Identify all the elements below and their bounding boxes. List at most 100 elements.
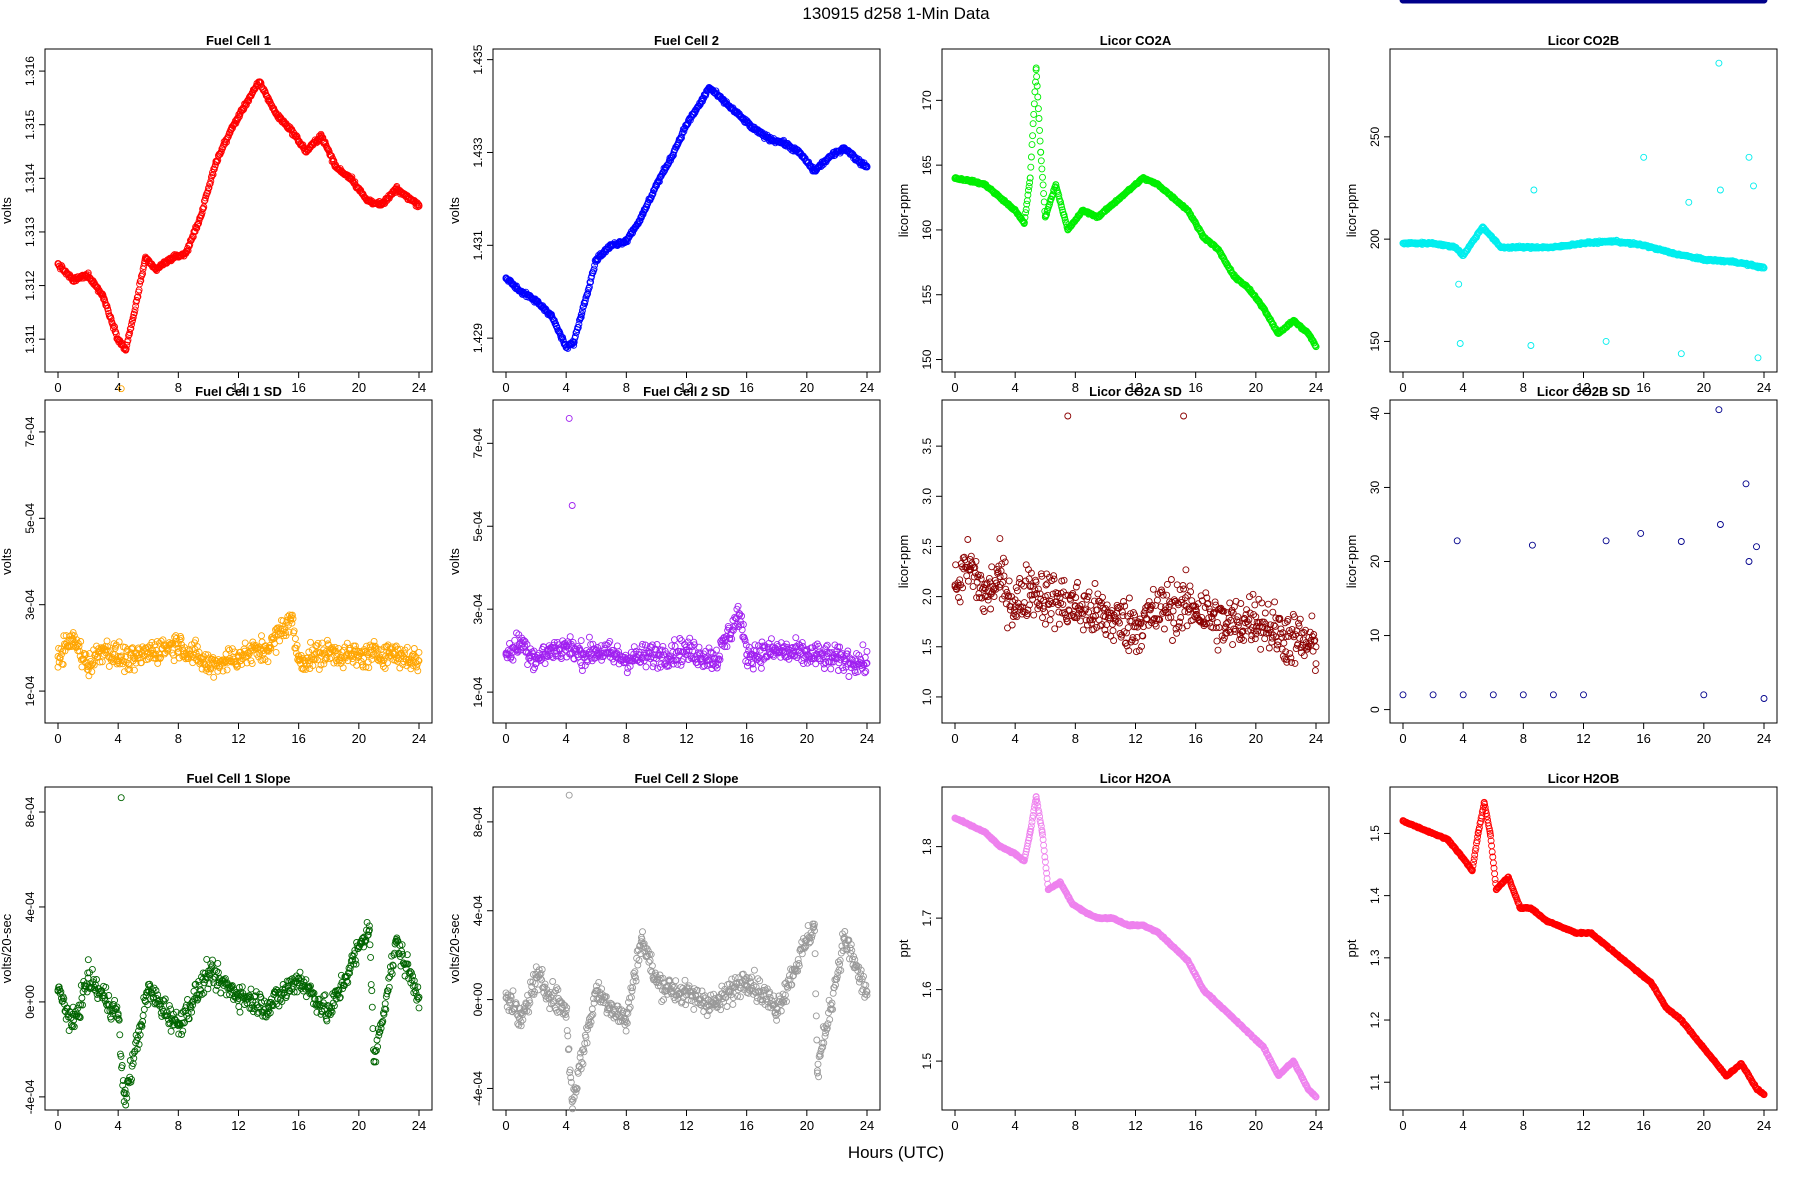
y-tick-label: 7e-04	[471, 428, 485, 459]
data-point	[1160, 625, 1168, 633]
data-point	[1033, 73, 1041, 81]
data-point	[1186, 582, 1194, 590]
data-point	[792, 634, 800, 642]
data-point	[1039, 614, 1046, 622]
data-point	[1047, 610, 1055, 618]
data-point	[1173, 629, 1181, 637]
scatter-points	[54, 385, 423, 681]
y-tick-label: 250	[1368, 127, 1382, 147]
data-point	[1040, 190, 1048, 198]
data-point	[1034, 93, 1042, 101]
y-tick-label: 1.0	[920, 688, 934, 705]
data-point	[1103, 601, 1111, 609]
data-point	[258, 632, 265, 640]
x-tick-label: 20	[800, 731, 814, 746]
data-point	[1640, 153, 1648, 161]
data-point	[1291, 659, 1299, 667]
data-point	[1005, 577, 1013, 585]
data-point	[1269, 608, 1277, 616]
data-point	[524, 661, 532, 669]
data-point	[194, 220, 202, 228]
data-point	[123, 341, 131, 349]
data-point	[1716, 186, 1724, 194]
x-tick-label: 0	[951, 380, 958, 395]
y-tick-label: 1.431	[471, 230, 485, 260]
y-tick-label: 3e-04	[23, 589, 37, 620]
data-point	[757, 664, 765, 672]
plot-frame	[1389, 48, 1778, 373]
panel-title: Licor CO2A SD	[1089, 384, 1182, 399]
data-point	[1180, 412, 1188, 420]
x-tick-label: 16	[291, 380, 305, 395]
x-tick-label: 24	[1309, 380, 1323, 395]
data-point	[1527, 342, 1535, 349]
scatter-points	[951, 64, 1320, 351]
data-point	[1109, 627, 1117, 635]
y-axis-label: volts	[447, 548, 462, 575]
data-point	[1183, 622, 1191, 630]
panel-title: Licor CO2A	[1100, 33, 1172, 48]
data-point	[107, 315, 115, 323]
scatter-points	[502, 414, 871, 680]
data-point	[282, 120, 290, 127]
data-point	[845, 673, 853, 680]
y-tick-label: 1.311	[23, 324, 37, 353]
y-axis-label: volts	[0, 197, 14, 224]
x-tick-label: 0	[502, 731, 509, 746]
y-tick-label: 165	[920, 155, 934, 175]
data-point	[1039, 181, 1047, 189]
data-point	[1030, 611, 1038, 619]
data-point	[204, 187, 212, 195]
data-point	[111, 323, 119, 331]
data-point	[136, 277, 144, 285]
x-tick-label: 8	[1072, 731, 1079, 746]
y-tick-label: 0	[1368, 706, 1382, 713]
data-point	[1170, 619, 1178, 627]
data-point	[977, 575, 985, 583]
data-point	[109, 321, 117, 329]
data-point	[1064, 412, 1072, 420]
y-tick-label: 1.429	[471, 323, 485, 353]
x-tick-label: 8	[175, 380, 182, 395]
x-tick-label: 4	[563, 380, 570, 395]
y-tick-label: 155	[920, 284, 934, 304]
data-point	[1745, 153, 1753, 161]
x-tick-label: 12	[231, 380, 245, 395]
panel-title: Fuel Cell 1 SD	[195, 384, 282, 399]
data-point	[1034, 105, 1042, 113]
data-point	[1455, 280, 1463, 288]
y-tick-label: 160	[920, 220, 934, 240]
data-point	[859, 641, 867, 649]
x-tick-label: 8	[623, 731, 630, 746]
y-tick-label: 1e-04	[23, 675, 37, 706]
y-axis-label: licor-ppm	[1344, 184, 1359, 237]
data-point	[1167, 576, 1175, 583]
data-point	[128, 321, 135, 328]
data-point	[85, 672, 93, 680]
data-point	[996, 535, 1004, 543]
x-tick-label: 16	[1636, 380, 1650, 395]
scatter-points	[1399, 0, 1768, 702]
data-point	[133, 297, 141, 304]
y-tick-label: 1e-04	[471, 676, 485, 707]
x-tick-label: 24	[412, 731, 426, 746]
x-tick-label: 4	[1012, 731, 1019, 746]
data-point	[1685, 198, 1693, 206]
data-point	[1037, 157, 1045, 165]
data-point	[862, 668, 870, 675]
data-point	[565, 414, 573, 422]
data-point	[126, 329, 134, 337]
data-point	[89, 277, 97, 285]
x-tick-label: 16	[1188, 731, 1202, 746]
data-point	[1309, 647, 1317, 655]
data-point	[1308, 612, 1316, 620]
data-point	[1257, 645, 1265, 653]
x-tick-label: 12	[1576, 731, 1590, 746]
data-point	[206, 180, 214, 188]
